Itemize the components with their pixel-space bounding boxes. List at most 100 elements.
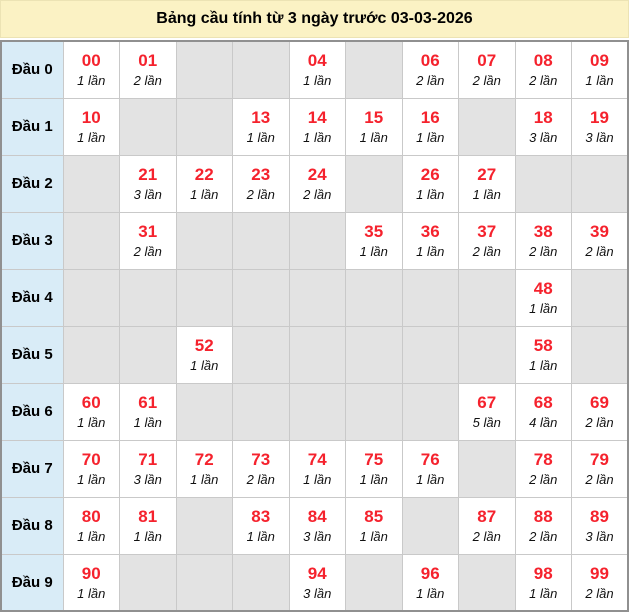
cell-number: 67 — [477, 392, 497, 412]
cell-occurrence-count: 1 lần — [416, 472, 445, 487]
cell-number: 88 — [533, 506, 553, 526]
number-cell: 21 3 lần — [119, 154, 177, 213]
cell-number: 14 — [307, 107, 327, 127]
empty-cell — [571, 325, 629, 384]
cell-occurrence-count: 5 lần — [472, 415, 501, 430]
cell-number: 76 — [420, 449, 440, 469]
cell-number: 39 — [590, 221, 609, 241]
number-cell: 48 1 lần — [514, 268, 572, 327]
cell-occurrence-count: 1 lần — [246, 529, 275, 544]
cell-occurrence-count: 3 lần — [133, 472, 162, 487]
cell-occurrence-count: 4 lần — [529, 415, 558, 430]
cell-number: 61 — [138, 392, 158, 412]
cell-number: 04 — [307, 51, 327, 70]
empty-cell — [232, 40, 290, 99]
cell-occurrence-count: 2 lần — [246, 472, 275, 487]
empty-cell — [288, 268, 346, 327]
table-row: Đầu 2 21 3 lần 22 1 lần 23 2 lần 24 2 lần 26 1 lần… — [0, 154, 629, 213]
cell-occurrence-count: 1 lần — [416, 187, 445, 202]
number-cell: 39 2 lần — [571, 211, 629, 270]
cell-number: 72 — [194, 449, 214, 469]
number-cell: 23 2 lần — [232, 154, 290, 213]
cell-occurrence-count: 1 lần — [133, 415, 162, 430]
empty-cell — [232, 325, 290, 384]
cell-occurrence-count: 2 lần — [585, 472, 614, 487]
empty-cell — [345, 382, 403, 441]
number-cell: 22 1 lần — [175, 154, 233, 213]
cell-occurrence-count: 2 lần — [472, 244, 501, 259]
cell-number: 01 — [138, 51, 158, 70]
cell-number: 96 — [420, 563, 440, 583]
cell-number: 60 — [81, 392, 101, 412]
cell-occurrence-count: 2 lần — [133, 73, 162, 89]
cell-occurrence-count: 2 lần — [472, 73, 501, 89]
cell-number: 35 — [364, 221, 384, 241]
number-cell: 83 1 lần — [232, 496, 290, 555]
cell-occurrence-count: 1 lần — [529, 585, 558, 601]
cell-number: 98 — [533, 563, 553, 583]
cell-occurrence-count: 3 lần — [133, 187, 162, 202]
cell-occurrence-count: 2 lần — [472, 529, 501, 544]
empty-cell — [175, 496, 233, 555]
number-cell: 01 2 lần — [119, 40, 177, 99]
empty-cell — [345, 268, 403, 327]
empty-cell — [458, 268, 516, 327]
empty-cell — [119, 97, 177, 156]
cell-number: 52 — [194, 335, 214, 355]
cell-occurrence-count: 2 lần — [585, 585, 614, 601]
cell-number: 16 — [420, 107, 440, 127]
cell-number: 18 — [533, 107, 553, 127]
empty-cell — [232, 268, 290, 327]
number-cell: 75 1 lần — [345, 439, 403, 498]
number-cell: 73 2 lần — [232, 439, 290, 498]
number-cell: 16 1 lần — [401, 97, 459, 156]
number-cell: 68 4 lần — [514, 382, 572, 441]
row-label: Đầu 1 — [0, 97, 64, 156]
cell-number: 94 — [307, 563, 327, 583]
number-cell: 09 1 lần — [571, 40, 629, 99]
number-cell: 80 1 lần — [62, 496, 120, 555]
cell-occurrence-count: 1 lần — [416, 130, 445, 145]
number-cell: 87 2 lần — [458, 496, 516, 555]
empty-cell — [571, 268, 629, 327]
number-cell: 76 1 lần — [401, 439, 459, 498]
cell-number: 07 — [477, 51, 497, 70]
empty-cell — [514, 154, 572, 213]
cell-occurrence-count: 1 lần — [77, 472, 106, 487]
cell-occurrence-count: 3 lần — [303, 529, 332, 544]
number-cell: 18 3 lần — [514, 97, 572, 156]
cell-occurrence-count: 1 lần — [359, 244, 388, 259]
number-cell: 79 2 lần — [571, 439, 629, 498]
empty-cell — [232, 382, 290, 441]
number-cell: 74 1 lần — [288, 439, 346, 498]
cell-occurrence-count: 1 lần — [246, 130, 275, 145]
cell-number: 08 — [533, 51, 553, 70]
cell-number: 26 — [420, 164, 440, 184]
empty-cell — [175, 211, 233, 270]
bridge-table: Đầu 0 00 1 lần 01 2 lần 04 1 lần 06 2 lần 07 2 lần… — [0, 40, 629, 612]
table-row: Đầu 3 31 2 lần 35 1 lần 36 1 lần 37 2 lần 38 2 lần… — [0, 211, 629, 270]
cell-occurrence-count: 2 lần — [585, 244, 614, 259]
cell-number: 21 — [138, 164, 158, 184]
cell-number: 73 — [251, 449, 271, 469]
empty-cell — [288, 382, 346, 441]
cell-number: 75 — [364, 449, 384, 469]
cell-occurrence-count: 1 lần — [359, 130, 388, 145]
page-title: Bảng cầu tính từ 3 ngày trước 03-03-2026 — [0, 0, 629, 38]
cell-occurrence-count: 1 lần — [416, 244, 445, 259]
number-cell: 85 1 lần — [345, 496, 403, 555]
number-cell: 88 2 lần — [514, 496, 572, 555]
cell-number: 85 — [364, 506, 384, 526]
number-cell: 61 1 lần — [119, 382, 177, 441]
number-cell: 26 1 lần — [401, 154, 459, 213]
cell-number: 00 — [81, 51, 101, 70]
cell-occurrence-count: 1 lần — [303, 73, 332, 89]
empty-cell — [175, 97, 233, 156]
empty-cell — [175, 553, 233, 612]
empty-cell — [119, 553, 177, 612]
number-cell: 89 3 lần — [571, 496, 629, 555]
empty-cell — [345, 553, 403, 612]
cell-number: 79 — [590, 449, 609, 469]
cell-occurrence-count: 1 lần — [359, 472, 388, 487]
